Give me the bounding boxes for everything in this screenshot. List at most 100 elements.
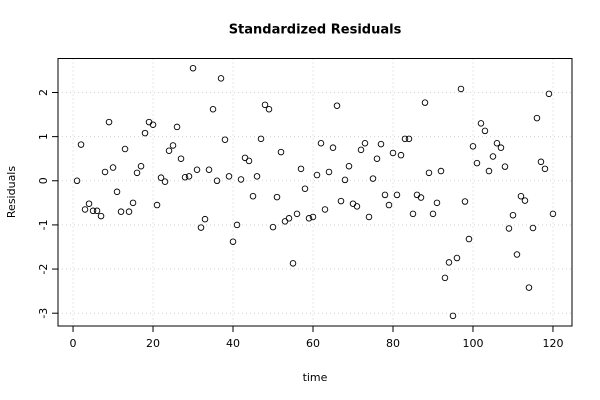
y-tick-label: 2 [37, 89, 50, 96]
point [345, 162, 353, 170]
point [217, 75, 225, 82]
point [89, 207, 97, 215]
point [289, 260, 297, 267]
point [101, 168, 109, 176]
point [537, 158, 545, 166]
point [517, 192, 525, 200]
point [357, 146, 365, 154]
x-axis-label: time [303, 371, 328, 384]
point [453, 254, 461, 262]
point [197, 224, 205, 231]
point [309, 213, 317, 221]
point [149, 121, 157, 128]
point [389, 149, 397, 157]
point [545, 90, 553, 98]
point [381, 191, 389, 199]
x-tick-label: 40 [226, 337, 240, 350]
point [229, 238, 237, 245]
point [457, 85, 465, 93]
y-tick-label: -1 [37, 219, 50, 230]
point [221, 136, 229, 143]
x-tick-label: 80 [386, 337, 400, 350]
point [533, 114, 541, 122]
point [109, 164, 117, 171]
point [333, 102, 341, 109]
point [509, 211, 517, 219]
point [513, 251, 521, 258]
point [525, 284, 533, 291]
point [169, 142, 177, 149]
plot-frame [57, 58, 573, 327]
point [365, 213, 373, 221]
point [409, 210, 417, 218]
point [117, 208, 125, 215]
point [353, 203, 361, 210]
point [325, 168, 333, 176]
point [313, 171, 321, 179]
point [529, 224, 537, 232]
point [93, 207, 101, 215]
point [261, 101, 269, 109]
point [473, 159, 481, 167]
point [85, 200, 93, 207]
point [253, 173, 261, 180]
point [77, 141, 85, 148]
point [329, 144, 337, 151]
point [401, 135, 409, 143]
point [433, 199, 441, 207]
point [425, 169, 433, 177]
point [369, 175, 377, 182]
y-tick-label: -2 [37, 264, 50, 275]
x-tick-label: 20 [146, 337, 160, 350]
point [129, 199, 137, 207]
x-tick-label: 60 [306, 337, 320, 350]
point [177, 155, 185, 162]
chart-title: Standardized Residuals [229, 23, 402, 38]
point [397, 151, 405, 159]
point [337, 197, 345, 205]
point [493, 140, 501, 147]
point [413, 191, 421, 199]
point [321, 206, 329, 213]
point [237, 176, 245, 183]
point [137, 162, 145, 170]
point [489, 153, 497, 160]
point [105, 118, 113, 126]
x-tick-label: 120 [542, 337, 563, 350]
point [257, 135, 265, 143]
point [373, 155, 381, 162]
point [301, 185, 309, 192]
point [481, 127, 489, 135]
point [465, 235, 473, 243]
point [549, 210, 557, 218]
point [497, 144, 505, 151]
point [153, 201, 161, 209]
point [205, 166, 213, 173]
point [437, 167, 445, 175]
point [417, 194, 425, 201]
point [145, 118, 153, 126]
point [213, 177, 221, 185]
point [249, 192, 257, 200]
point [285, 215, 293, 222]
point [73, 177, 81, 185]
point [461, 198, 469, 205]
point [265, 106, 273, 113]
point [341, 176, 349, 184]
point [201, 215, 209, 223]
point [377, 140, 385, 148]
point [317, 140, 325, 147]
point [97, 212, 105, 220]
point [281, 218, 289, 225]
point [501, 163, 509, 170]
point [421, 99, 429, 106]
point [541, 165, 549, 173]
point [193, 166, 201, 173]
y-tick-label: -3 [37, 308, 50, 319]
point [305, 215, 313, 222]
point [209, 106, 217, 113]
point [165, 147, 173, 155]
point [393, 191, 401, 199]
point [121, 145, 129, 153]
